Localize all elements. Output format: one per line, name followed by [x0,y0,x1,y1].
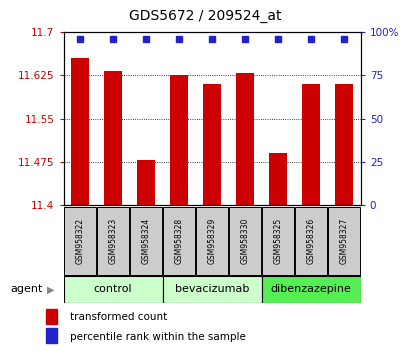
Text: transformed count: transformed count [70,312,167,322]
Bar [104,71,122,205]
Text: GSM958330: GSM958330 [240,217,249,264]
Text: GSM958327: GSM958327 [339,218,348,264]
Text: agent: agent [10,284,43,295]
Text: GSM958324: GSM958324 [141,218,150,264]
Bar [63,276,162,303]
Bar [229,207,261,275]
Bar [268,153,287,205]
Bar [64,207,96,275]
Bar [170,75,188,205]
Bar [236,74,254,205]
Text: GSM958325: GSM958325 [273,218,282,264]
Bar [262,207,293,275]
Text: percentile rank within the sample: percentile rank within the sample [70,332,245,342]
Bar [163,207,195,275]
Bar [130,207,162,275]
Bar [202,84,221,205]
Bar [46,309,56,324]
Text: ▶: ▶ [47,284,54,295]
Text: GSM958322: GSM958322 [75,218,84,264]
Text: GSM958328: GSM958328 [174,218,183,264]
Bar [162,276,261,303]
Text: GSM958326: GSM958326 [306,218,315,264]
Bar [97,207,128,275]
Bar [301,84,319,205]
Bar [261,276,360,303]
Bar [196,207,227,275]
Text: GSM958323: GSM958323 [108,218,117,264]
Bar [46,329,56,343]
Bar [137,160,155,205]
Bar [335,84,353,205]
Bar [328,207,359,275]
Bar [294,207,326,275]
Text: dibenzazepine: dibenzazepine [270,284,351,295]
Text: GDS5672 / 209524_at: GDS5672 / 209524_at [128,9,281,23]
Bar [71,58,89,205]
Text: bevacizumab: bevacizumab [175,284,249,295]
Text: control: control [94,284,132,295]
Text: GSM958329: GSM958329 [207,218,216,264]
